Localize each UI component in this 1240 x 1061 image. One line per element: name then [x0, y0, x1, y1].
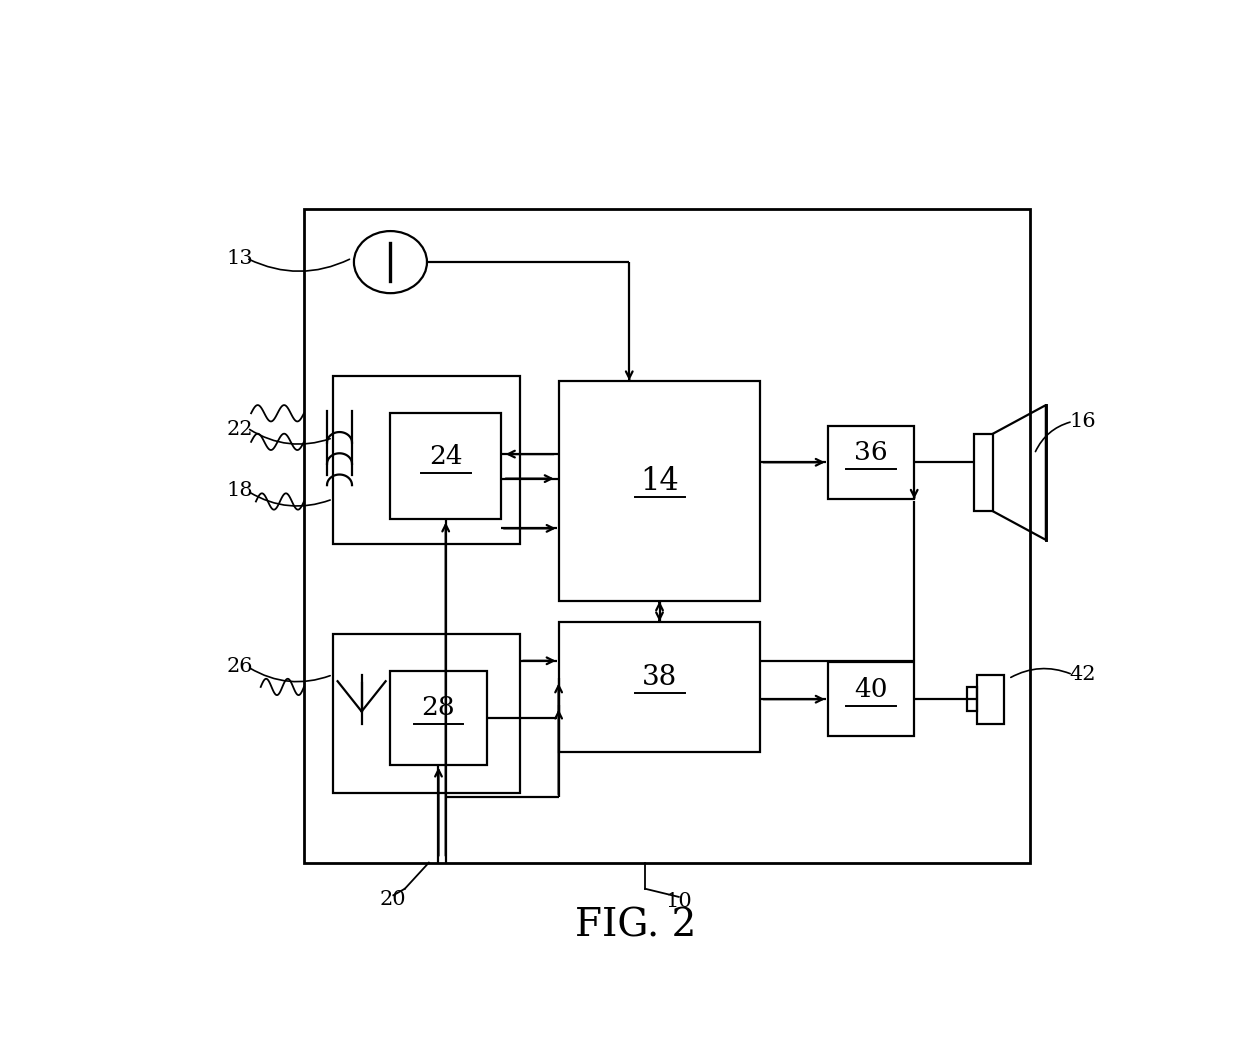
Text: 13: 13: [226, 248, 253, 267]
Bar: [828, 662, 914, 736]
Text: 26: 26: [227, 657, 253, 676]
Text: 22: 22: [227, 420, 253, 439]
Bar: [304, 209, 1029, 863]
Text: 16: 16: [1069, 412, 1096, 431]
Bar: [332, 377, 521, 544]
Text: 18: 18: [226, 482, 253, 501]
Bar: [973, 434, 993, 511]
Text: 24: 24: [429, 445, 463, 469]
Text: 28: 28: [422, 695, 455, 720]
Bar: [391, 414, 501, 520]
Text: 38: 38: [642, 663, 677, 691]
Bar: [828, 425, 914, 499]
Text: 20: 20: [379, 890, 407, 909]
Text: 42: 42: [1069, 665, 1096, 684]
Bar: [967, 686, 977, 712]
Bar: [977, 675, 1003, 724]
Bar: [332, 633, 521, 794]
Bar: [391, 671, 486, 765]
Bar: [558, 381, 760, 602]
Text: FIG. 2: FIG. 2: [575, 908, 696, 944]
Text: 36: 36: [854, 440, 888, 465]
Text: 40: 40: [854, 677, 888, 702]
Bar: [558, 622, 760, 752]
Text: 14: 14: [640, 466, 680, 497]
Text: 10: 10: [666, 892, 692, 911]
